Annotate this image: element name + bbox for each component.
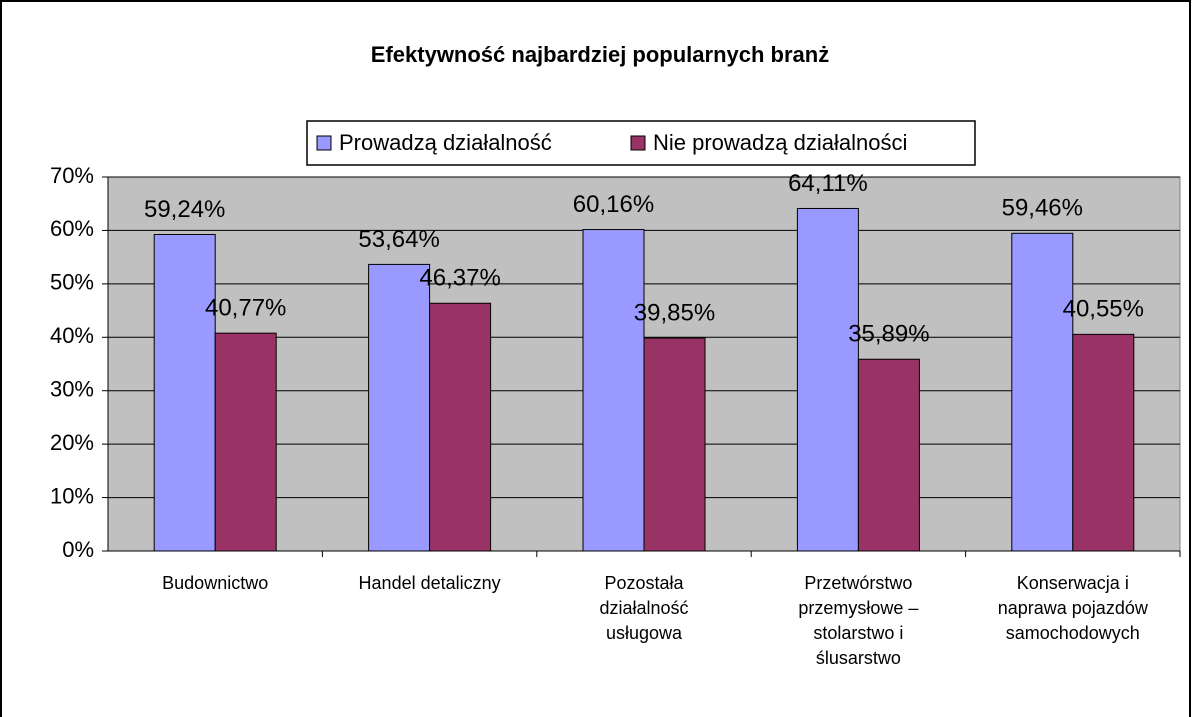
bar [796, 207, 859, 552]
x-tick-label: Przetwórstwo przemysłowe – stolarstwo i … [798, 573, 919, 668]
y-tick-label: 60% [50, 216, 94, 241]
bar [1011, 232, 1074, 552]
y-tick-label: 30% [50, 377, 94, 402]
x-tick-label: Handel detaliczny [358, 573, 501, 593]
legend-label: Prowadzą działalność [339, 130, 552, 155]
y-tick-label: 0% [62, 537, 94, 562]
bar [368, 263, 431, 552]
bar [857, 358, 920, 552]
chart-title: Efektywność najbardziej popularnych bran… [371, 42, 829, 67]
y-tick-label: 40% [50, 323, 94, 348]
y-tick-label: 10% [50, 483, 94, 508]
data-label: 40,55% [1063, 296, 1144, 323]
bar [214, 332, 277, 552]
data-label: 53,64% [358, 226, 439, 253]
y-tick-label: 50% [50, 270, 94, 295]
x-tick-label: Budownictwo [162, 573, 269, 593]
data-label: 39,85% [634, 299, 715, 326]
y-tick-label: 70% [50, 163, 94, 188]
bar [1072, 333, 1135, 552]
bar [153, 233, 216, 552]
bar [643, 337, 706, 552]
data-label: 35,89% [848, 321, 929, 348]
legend-marker [316, 135, 332, 151]
data-label: 59,24% [144, 196, 225, 223]
data-label: 46,37% [419, 265, 500, 292]
bar [582, 229, 645, 552]
legend-marker [630, 135, 646, 151]
bar [429, 302, 492, 552]
data-label: 60,16% [573, 191, 654, 218]
x-tick-label: Konserwacja i naprawa pojazdów samochodo… [997, 573, 1148, 643]
data-label: 40,77% [205, 295, 286, 322]
data-label: 64,11% [788, 170, 868, 197]
data-label: 59,46% [1002, 195, 1083, 222]
y-tick-label: 20% [50, 430, 94, 455]
x-tick-label: Pozostała działalność usługowa [599, 573, 689, 643]
legend-label: Nie prowadzą działalności [653, 130, 907, 155]
